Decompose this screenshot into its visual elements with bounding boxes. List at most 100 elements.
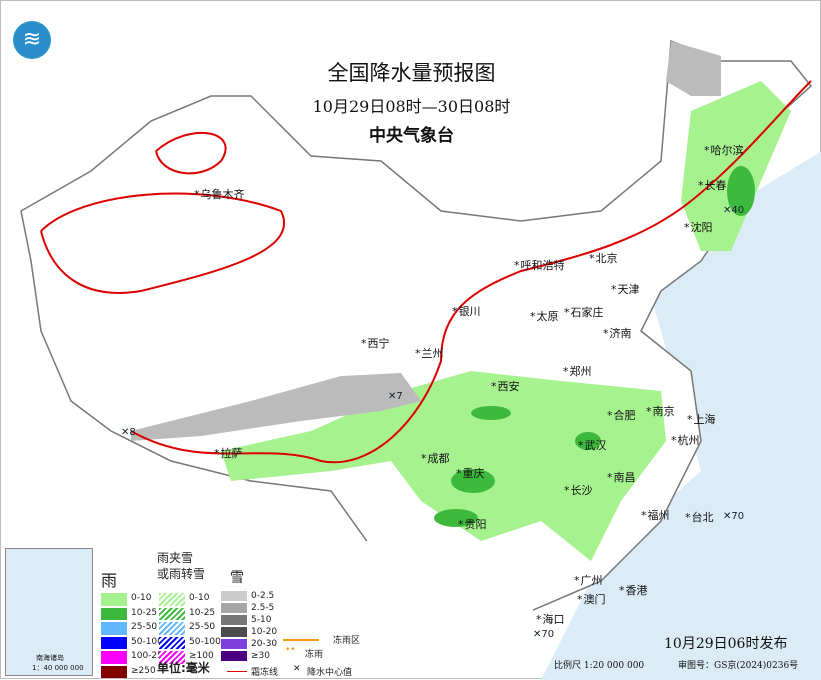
- legend-label-snow: 20-30: [251, 639, 278, 649]
- legend-unit: 单位:毫米: [157, 661, 210, 675]
- city-label: 台北: [685, 509, 714, 525]
- city-label: 郑州: [563, 363, 592, 379]
- legend-mixed-title: 雨夹雪: [157, 551, 194, 565]
- freezing-rain-area-swatch: [283, 639, 319, 641]
- frost-line: [155, 131, 227, 175]
- center-x-icon: ✕: [723, 511, 732, 522]
- legend-swatch-rain: [101, 593, 127, 606]
- legend-freezing-rain: 冻雨: [305, 650, 324, 660]
- legend-frost-line: 霜冻线: [251, 668, 279, 678]
- snow-area-northeast: [666, 41, 721, 96]
- precip-center-value: ✕70: [723, 511, 744, 522]
- legend-swatch-snow: [221, 603, 247, 613]
- inset-title: 南海诸岛: [36, 654, 64, 662]
- legend-label-mixed: 50-100: [189, 636, 221, 647]
- city-label: 南昌: [607, 469, 636, 485]
- city-label: 武汉: [578, 437, 607, 453]
- city-label: 北京: [589, 250, 618, 266]
- legend-label-mixed: 10-25: [189, 607, 216, 618]
- city-label: 太原: [530, 308, 559, 324]
- legend-label-mixed: 25-50: [189, 622, 216, 632]
- legend-snow-title: 雪: [230, 570, 244, 586]
- rain-area-northeast: [681, 81, 791, 251]
- legend-label-rain: 50-100: [131, 636, 163, 647]
- city-label: 澳门: [577, 591, 606, 607]
- legend-label-snow: 2.5-5: [251, 603, 275, 613]
- legend-label-rain: ≥250: [131, 665, 156, 676]
- legend-mixed-title2: 或雨转雪: [157, 567, 206, 581]
- cma-logo-icon: ≋: [13, 21, 51, 59]
- snow-area: [131, 373, 421, 441]
- inset-scale: 1：40 000 000: [32, 664, 84, 672]
- city-label: 银川: [452, 303, 481, 319]
- city-label: 济南: [603, 325, 632, 341]
- center-value: 7: [396, 391, 403, 402]
- legend-swatch-mixed: [159, 636, 185, 649]
- legend-freezing-rain-area: 冻雨区: [333, 636, 361, 646]
- sea: [541, 151, 821, 680]
- city-label: 成都: [421, 450, 450, 466]
- center-value-icon: ✕: [293, 664, 301, 674]
- rain-area-0-10: [221, 371, 666, 561]
- city-label: 乌鲁木齐: [194, 186, 245, 202]
- city-label: 上海: [687, 411, 716, 427]
- city-label: 长春: [698, 177, 727, 193]
- forecast-period: 10月29日08时—30日08时: [312, 97, 511, 116]
- legend-rain-title: 雨: [101, 571, 118, 590]
- legend-label-mixed: ≥100: [189, 651, 214, 661]
- city-label: 拉萨: [214, 445, 243, 461]
- frost-line: [40, 192, 285, 294]
- city-label: 海口: [536, 611, 565, 627]
- city-label: 天津: [611, 281, 640, 297]
- city-label: 石家庄: [564, 304, 604, 320]
- legend-label-rain: 100-250: [131, 651, 169, 661]
- frost-line-swatch: [227, 671, 247, 672]
- city-label: 哈尔滨: [704, 142, 744, 158]
- precip-center-value: ✕70: [533, 629, 554, 640]
- city-label: 兰州: [415, 345, 444, 361]
- city-label: 广州: [574, 572, 603, 588]
- legend-swatch-mixed: [159, 622, 185, 635]
- legend-swatch-snow: [221, 591, 247, 601]
- legend-label-rain: 0-10: [131, 593, 152, 603]
- center-x-icon: ✕: [121, 427, 130, 438]
- map-title: 全国降水量预报图: [327, 61, 496, 85]
- center-value: 70: [541, 629, 555, 640]
- city-label: 西安: [491, 378, 520, 394]
- center-x-icon: ✕: [723, 205, 732, 216]
- legend-swatch-rain: [101, 622, 127, 635]
- legend-swatch-rain: [101, 651, 127, 664]
- legend-label-rain: 10-25: [131, 607, 158, 618]
- legend-swatch-snow: [221, 615, 247, 625]
- legend: 雨 雨夹雪 或雨转雪 雪 0-10 10-25 25-50 50-100 100-250…: [93, 541, 533, 678]
- legend-label-snow: 0-2.5: [251, 591, 275, 601]
- legend-swatch-snow: [221, 627, 247, 637]
- city-label: 沈阳: [684, 219, 713, 235]
- city-label: 杭州: [671, 432, 700, 448]
- center-value: 40: [731, 205, 745, 216]
- rain-area-10-25: [471, 406, 511, 420]
- legend-swatch-mixed: [159, 593, 185, 606]
- rain-area-10-25: [727, 166, 755, 216]
- city-label: 香港: [619, 582, 648, 598]
- legend-swatch-mixed: [159, 607, 185, 620]
- legend-swatch-rain: [101, 665, 127, 678]
- legend-label-snow: 5-10: [251, 615, 272, 625]
- city-label: 合肥: [607, 407, 636, 423]
- legend-swatch-snow: [221, 639, 247, 649]
- legend-label-snow: ≥30: [251, 651, 270, 661]
- center-value: 8: [129, 427, 136, 438]
- city-label: 呼和浩特: [514, 257, 565, 273]
- center-x-icon: ✕: [388, 391, 397, 402]
- legend-swatch-mixed: [159, 651, 185, 664]
- city-label: 贵阳: [458, 516, 487, 532]
- city-label: 南京: [646, 403, 675, 419]
- south-china-sea-inset: 南海诸岛 1：40 000 000: [5, 548, 93, 676]
- center-x-icon: ✕: [533, 629, 542, 640]
- precip-center-value: ✕40: [723, 205, 744, 216]
- legend-label-snow: 10-20: [251, 627, 278, 637]
- precip-center-value: ✕8: [121, 427, 136, 438]
- freezing-rain-icon: ••: [285, 645, 296, 655]
- city-label: 重庆: [456, 465, 485, 481]
